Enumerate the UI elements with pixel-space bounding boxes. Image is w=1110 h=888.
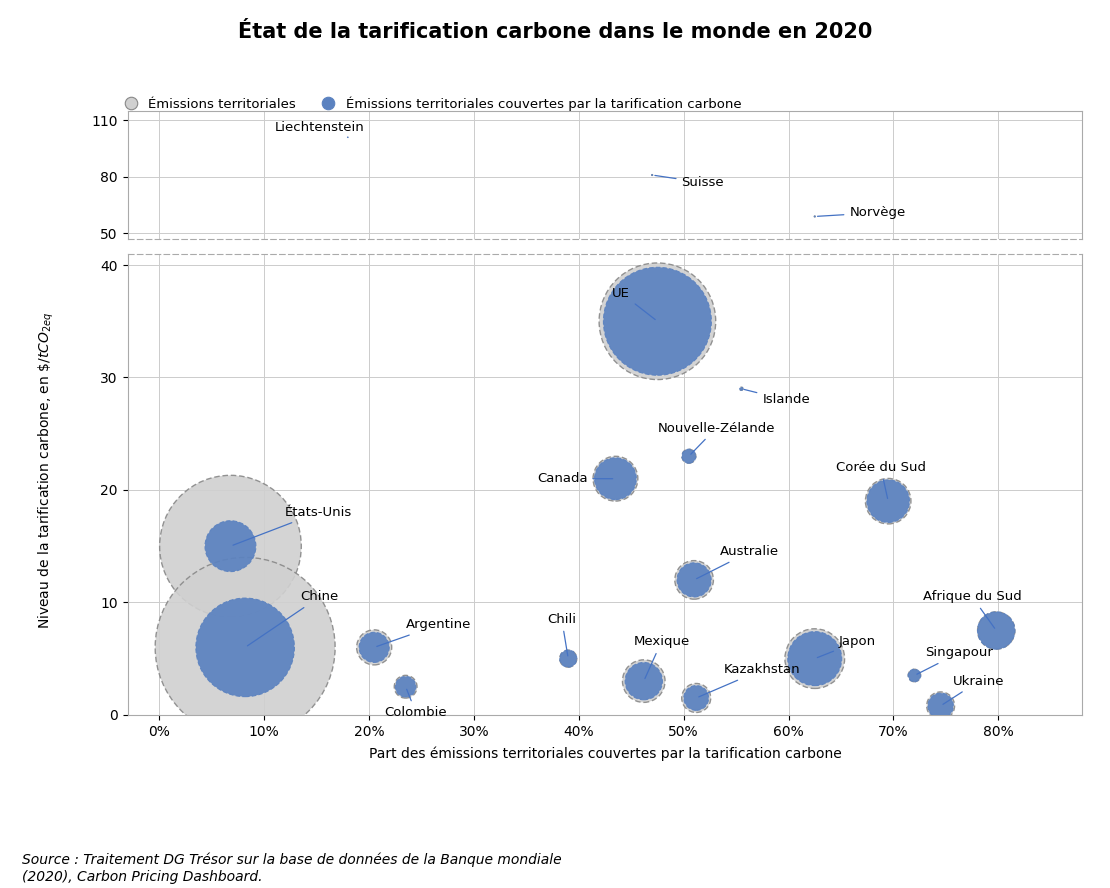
Text: Australie: Australie [697,545,779,579]
Text: Suisse: Suisse [655,176,724,189]
Ellipse shape [978,612,1015,649]
Text: UE: UE [613,287,655,320]
Ellipse shape [739,387,743,391]
Ellipse shape [867,480,909,522]
Ellipse shape [623,660,665,702]
Ellipse shape [785,629,845,688]
Ellipse shape [677,563,712,597]
Ellipse shape [675,560,714,599]
Ellipse shape [356,630,392,665]
Ellipse shape [682,449,696,464]
Text: Canada: Canada [537,472,613,485]
Text: Singapour: Singapour [917,646,992,674]
Ellipse shape [866,479,911,524]
X-axis label: Part des émissions territoriales couvertes par la tarification carbone: Part des émissions territoriales couvert… [369,747,841,761]
Ellipse shape [908,670,920,682]
Text: Chine: Chine [248,591,339,646]
Ellipse shape [195,599,294,697]
Ellipse shape [928,694,953,718]
Ellipse shape [360,632,390,662]
Ellipse shape [788,631,841,686]
Text: Niveau de la tarification carbone, en $\$/tCO_{2eq}$: Niveau de la tarification carbone, en $\… [37,312,57,630]
Text: Norvège: Norvège [818,206,906,219]
Ellipse shape [604,267,712,376]
Text: Liechtenstein: Liechtenstein [274,122,364,138]
Text: Islande: Islande [744,390,810,407]
Text: Afrique du Sud: Afrique du Sud [922,591,1021,628]
Text: Colombie: Colombie [385,689,447,719]
Legend: Émissions territoriales, Émissions territoriales couvertes par la tarification c: Émissions territoriales, Émissions terri… [112,91,746,116]
Text: Corée du Sud: Corée du Sud [836,461,926,498]
Ellipse shape [682,684,710,712]
Text: Japon: Japon [817,635,876,658]
Ellipse shape [559,650,577,667]
Ellipse shape [394,676,417,698]
Text: Argentine: Argentine [376,618,471,646]
Ellipse shape [599,263,716,379]
Ellipse shape [625,662,663,700]
Ellipse shape [927,692,955,720]
Text: État de la tarification carbone dans le monde en 2020: État de la tarification carbone dans le … [238,22,872,43]
Ellipse shape [395,677,416,697]
Ellipse shape [593,456,638,501]
Ellipse shape [205,520,256,572]
Text: Source : Traitement DG Trésor sur la base de données de la Banque mondiale
(2020: Source : Traitement DG Trésor sur la bas… [22,852,562,884]
Text: Ukraine: Ukraine [944,675,1005,704]
Ellipse shape [739,387,743,391]
Ellipse shape [908,670,920,682]
Text: Nouvelle-Zélande: Nouvelle-Zélande [657,422,775,455]
Ellipse shape [595,458,636,500]
Ellipse shape [978,612,1015,649]
Text: Mexique: Mexique [634,635,689,678]
Ellipse shape [684,686,708,710]
Ellipse shape [155,558,335,737]
Ellipse shape [160,475,301,617]
Text: États-Unis: États-Unis [233,506,352,545]
Text: Kazakhstan: Kazakhstan [699,663,800,697]
Ellipse shape [682,449,696,464]
Ellipse shape [559,650,577,667]
Text: Chili: Chili [547,613,576,656]
